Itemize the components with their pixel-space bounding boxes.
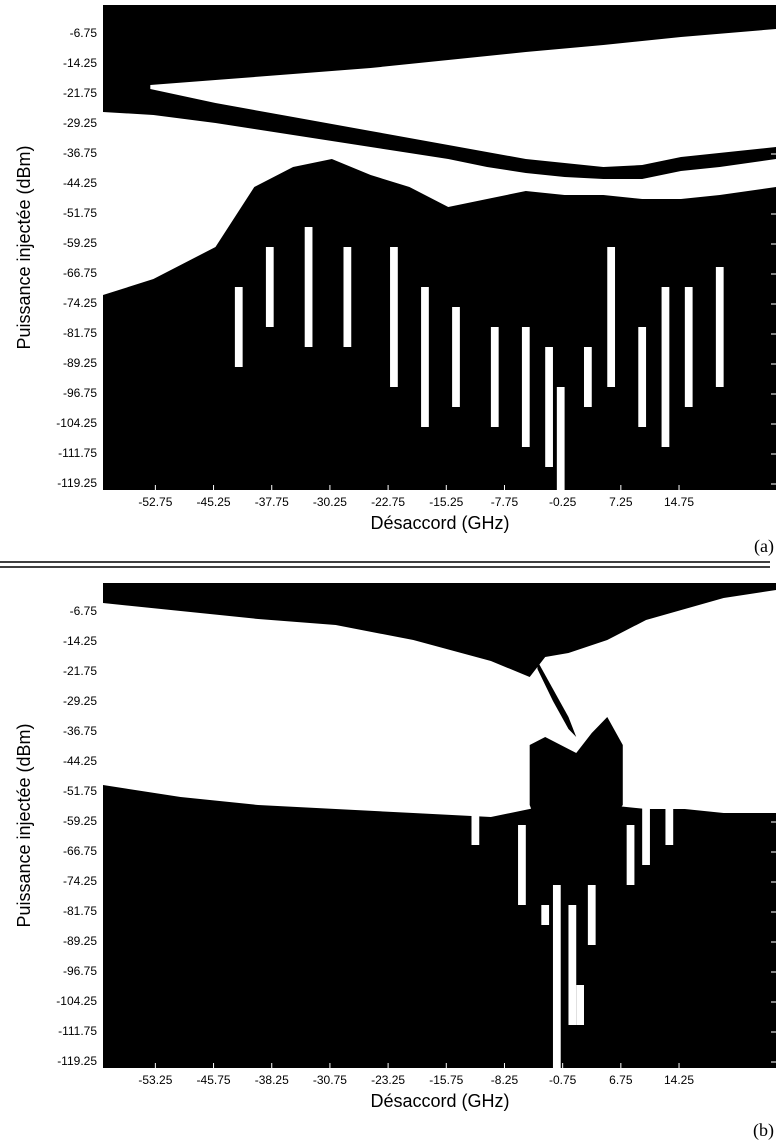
y-tick-label: -111.75	[58, 1024, 97, 1038]
y-tick-label: -59.25	[63, 814, 97, 828]
streak	[343, 247, 352, 347]
y-tick-label: -81.75	[63, 904, 97, 918]
streak	[576, 985, 584, 1025]
y-tick-label: -51.75	[63, 206, 97, 220]
y-tick-label: -44.25	[63, 176, 97, 190]
y-tick-label: -119.25	[57, 476, 97, 490]
streak	[518, 825, 526, 905]
streak	[304, 227, 313, 347]
x-tick-label: -22.75	[371, 495, 405, 509]
y-tick-label: -6.75	[70, 26, 98, 40]
y-tick-label: -29.25	[63, 694, 97, 708]
streak	[638, 327, 647, 427]
y-tick-label: -74.25	[63, 296, 97, 310]
x-tick-label: -7.75	[491, 495, 519, 509]
y-tick-label: -59.25	[63, 236, 97, 250]
streak	[642, 805, 650, 865]
y-axis-label: Puissance injectée (dBm)	[14, 723, 34, 927]
y-tick-label: -119.25	[57, 1054, 97, 1068]
x-tick-label: -15.75	[429, 1073, 463, 1087]
y-tick-label: -96.75	[63, 386, 97, 400]
x-tick-label: -52.75	[138, 495, 172, 509]
panel-label: (b)	[753, 1120, 774, 1141]
streak	[421, 287, 429, 427]
y-tick-label: -96.75	[63, 964, 97, 978]
x-tick-label: -30.75	[313, 1073, 347, 1087]
streak	[587, 885, 596, 945]
y-tick-label: -66.75	[63, 844, 97, 858]
y-tick-label: -6.75	[70, 604, 98, 618]
x-tick-label: -53.25	[138, 1073, 172, 1087]
y-tick-label: -89.25	[63, 356, 97, 370]
y-tick-label: -74.25	[63, 874, 97, 888]
x-tick-label: -45.75	[197, 1073, 231, 1087]
y-tick-label: -51.75	[63, 784, 97, 798]
streak	[583, 347, 592, 407]
x-tick-label: 14.25	[664, 1073, 694, 1087]
y-tick-label: -21.75	[63, 86, 97, 100]
streak	[545, 347, 553, 467]
streak	[390, 247, 398, 387]
y-tick-label: -36.75	[63, 146, 97, 160]
streak	[452, 307, 460, 407]
streak	[665, 805, 674, 845]
streak	[490, 327, 499, 427]
x-tick-label: -0.25	[549, 495, 577, 509]
region	[529, 717, 623, 885]
streak	[568, 905, 577, 1025]
y-tick-label: -14.25	[63, 56, 97, 70]
x-tick-label: -37.75	[255, 495, 289, 509]
region	[103, 112, 776, 295]
x-tick-label: -38.25	[255, 1073, 289, 1087]
streak	[715, 267, 724, 387]
y-tick-label: -14.25	[63, 634, 97, 648]
x-tick-label: 7.25	[609, 495, 633, 509]
region	[537, 661, 577, 737]
x-tick-label: -45.25	[197, 495, 231, 509]
x-axis-label: Désaccord (GHz)	[370, 1091, 509, 1111]
streak	[607, 247, 616, 387]
y-tick-label: -104.25	[56, 994, 97, 1008]
x-tick-label: -8.25	[491, 1073, 519, 1087]
panel-label: (a)	[754, 536, 774, 557]
streak	[661, 287, 670, 447]
region	[150, 29, 776, 167]
x-tick-label: -0.75	[549, 1073, 577, 1087]
x-tick-label: -15.25	[429, 495, 463, 509]
y-tick-label: -111.75	[58, 446, 97, 460]
x-tick-label: 14.75	[664, 495, 694, 509]
y-tick-label: -44.25	[63, 754, 97, 768]
y-tick-label: -29.25	[63, 116, 97, 130]
x-tick-label: -23.25	[371, 1073, 405, 1087]
x-tick-label: 6.75	[609, 1073, 633, 1087]
y-tick-label: -21.75	[63, 664, 97, 678]
y-tick-label: -89.25	[63, 934, 97, 948]
streak	[265, 247, 274, 327]
streak	[471, 805, 480, 845]
streak	[556, 387, 565, 490]
y-tick-label: -36.75	[63, 724, 97, 738]
y-tick-label: -66.75	[63, 266, 97, 280]
streak	[552, 885, 561, 1068]
y-tick-label: -104.25	[56, 416, 97, 430]
streak	[521, 327, 530, 447]
streak	[684, 287, 693, 407]
x-axis-label: Désaccord (GHz)	[370, 513, 509, 533]
x-tick-label: -30.25	[313, 495, 347, 509]
y-axis-label: Puissance injectée (dBm)	[14, 145, 34, 349]
streak	[541, 905, 550, 925]
streak	[626, 825, 635, 885]
y-tick-label: -81.75	[63, 326, 97, 340]
streak	[234, 287, 243, 367]
